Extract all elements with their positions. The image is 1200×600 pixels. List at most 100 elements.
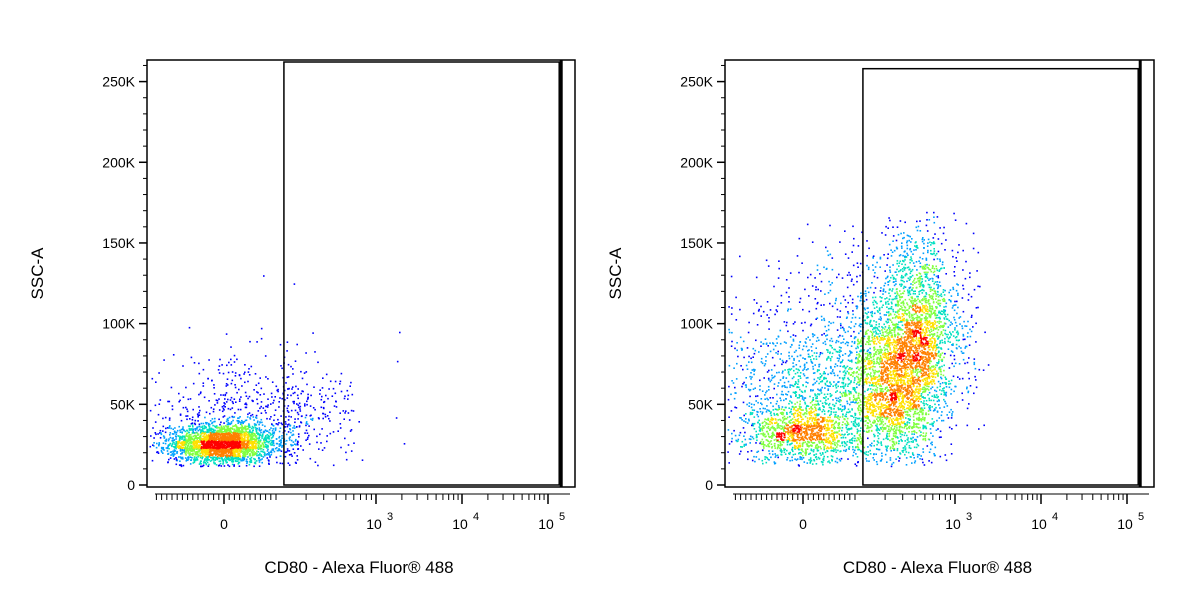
event-dot bbox=[811, 444, 813, 447]
event-dot bbox=[225, 401, 228, 403]
event-dot bbox=[213, 442, 215, 444]
event-dot bbox=[185, 441, 187, 444]
event-dot bbox=[228, 455, 231, 458]
event-dot bbox=[796, 415, 799, 417]
event-dot bbox=[233, 428, 236, 431]
event-dot bbox=[175, 436, 177, 438]
event-dot bbox=[276, 461, 278, 464]
event-dot bbox=[181, 449, 183, 451]
event-dot bbox=[297, 441, 299, 443]
event-dot bbox=[350, 381, 352, 384]
event-dot bbox=[233, 455, 236, 458]
event-dot bbox=[325, 394, 327, 397]
event-dot bbox=[850, 391, 852, 394]
event-dot bbox=[857, 407, 859, 410]
event-dot bbox=[191, 424, 194, 426]
event-dot bbox=[787, 431, 790, 434]
event-dot bbox=[168, 417, 171, 419]
event-dot bbox=[264, 452, 266, 455]
event-dot bbox=[171, 443, 174, 445]
event-dot bbox=[298, 426, 301, 428]
event-dot bbox=[198, 425, 200, 428]
gate-rectangle[interactable] bbox=[283, 61, 560, 486]
event-dot bbox=[187, 425, 190, 427]
event-dot bbox=[234, 440, 236, 443]
event-dot bbox=[826, 349, 828, 351]
event-dot bbox=[206, 430, 208, 433]
event-dot bbox=[223, 402, 225, 404]
event-dot bbox=[777, 446, 779, 448]
event-dot bbox=[269, 454, 271, 457]
event-dot bbox=[245, 403, 248, 406]
event-dot bbox=[203, 434, 206, 436]
event-dot bbox=[871, 359, 873, 362]
event-dot bbox=[220, 426, 222, 429]
event-dot bbox=[818, 407, 821, 409]
event-dot bbox=[213, 435, 216, 438]
event-dot bbox=[255, 460, 258, 462]
event-dot bbox=[806, 431, 808, 434]
event-dot bbox=[205, 434, 208, 436]
event-dot bbox=[339, 380, 342, 383]
event-dot bbox=[774, 453, 776, 455]
event-dot bbox=[891, 398, 893, 400]
event-dot bbox=[749, 442, 751, 444]
event-dot bbox=[286, 425, 289, 428]
event-dot bbox=[285, 451, 288, 453]
event-dot bbox=[202, 368, 205, 371]
event-dot bbox=[836, 436, 838, 438]
event-dot bbox=[186, 449, 188, 452]
event-dot bbox=[257, 382, 260, 385]
event-dot bbox=[278, 440, 281, 442]
event-dot bbox=[834, 441, 836, 444]
event-dot bbox=[200, 391, 202, 393]
event-dot bbox=[216, 399, 219, 402]
event-dot bbox=[179, 429, 181, 432]
event-dot bbox=[900, 370, 903, 372]
event-dot bbox=[221, 431, 223, 434]
event-dot bbox=[792, 434, 795, 437]
event-dot bbox=[281, 446, 283, 448]
event-dot bbox=[200, 452, 203, 454]
event-dot bbox=[206, 439, 208, 442]
event-dot bbox=[260, 429, 263, 431]
event-dot bbox=[248, 463, 251, 466]
event-dot bbox=[166, 427, 169, 429]
event-dot bbox=[258, 436, 261, 438]
event-dot bbox=[815, 420, 818, 422]
event-dot bbox=[193, 422, 196, 425]
event-dot bbox=[795, 427, 798, 430]
event-dot bbox=[204, 448, 207, 451]
event-dot bbox=[271, 430, 274, 432]
event-dot bbox=[207, 441, 210, 444]
event-dot bbox=[807, 426, 810, 429]
event-dot bbox=[762, 445, 765, 448]
event-dot bbox=[220, 449, 223, 451]
event-dot bbox=[288, 450, 291, 452]
event-dot bbox=[227, 398, 229, 401]
event-dot bbox=[808, 418, 811, 421]
event-dot bbox=[235, 442, 238, 444]
event-dot bbox=[844, 394, 846, 396]
event-dot bbox=[231, 451, 233, 454]
event-dot bbox=[866, 378, 869, 381]
event-dot bbox=[298, 402, 301, 405]
event-dot bbox=[242, 421, 244, 423]
event-dot bbox=[158, 403, 161, 405]
event-dot bbox=[292, 444, 294, 446]
event-dot bbox=[340, 372, 343, 375]
event-dot bbox=[214, 445, 217, 447]
event-dot bbox=[292, 368, 294, 370]
event-dot bbox=[224, 440, 226, 443]
event-dot bbox=[223, 409, 225, 411]
event-dot bbox=[770, 379, 773, 381]
event-dot bbox=[219, 455, 221, 457]
event-dot bbox=[767, 433, 770, 436]
event-dot bbox=[267, 404, 269, 406]
event-dot bbox=[767, 443, 769, 446]
event-dot bbox=[763, 420, 766, 423]
event-dot bbox=[823, 448, 825, 451]
event-dot bbox=[804, 435, 806, 438]
event-dot bbox=[817, 449, 820, 452]
